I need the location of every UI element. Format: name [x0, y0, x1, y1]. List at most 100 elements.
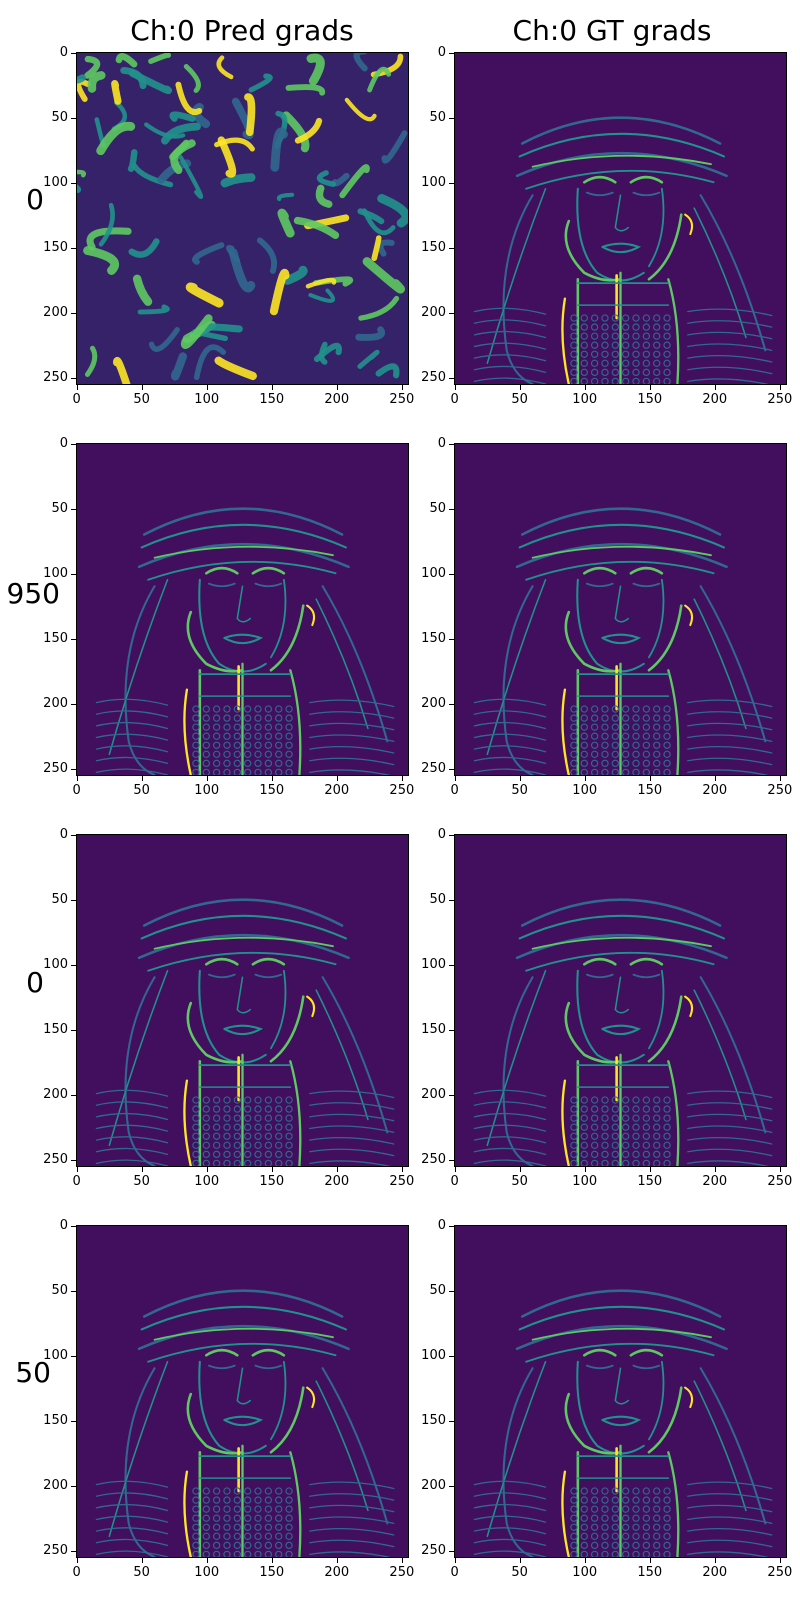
y-tick-label: 250: [43, 369, 68, 385]
y-tick-mark: [449, 899, 454, 901]
y-tick-mark: [71, 312, 76, 314]
x-tick-label: 150: [259, 1174, 285, 1189]
y-tick-label: 50: [51, 109, 68, 125]
x-tick-label: 100: [572, 1174, 598, 1189]
y-tick-label: 150: [43, 630, 68, 646]
gt-grad-panel: [454, 1225, 787, 1558]
pred-grad-panel: [76, 834, 409, 1167]
x-tick-label: 50: [133, 1174, 150, 1189]
x-tick-label: 100: [194, 783, 220, 798]
x-tick-label: 0: [450, 783, 459, 798]
portrait-edge-image: [455, 835, 786, 1166]
y-tick-mark: [71, 1094, 76, 1096]
x-tick-label: 50: [511, 392, 528, 407]
x-tick-label: 0: [450, 1174, 459, 1189]
y-tick-mark: [449, 1225, 454, 1227]
row-label: 0: [26, 966, 44, 999]
x-tick-mark: [271, 1558, 273, 1563]
x-tick-label: 150: [637, 1174, 663, 1189]
x-tick-label: 50: [133, 783, 150, 798]
gt-grad-panel: [454, 834, 787, 1167]
y-tick-mark: [449, 638, 454, 640]
x-tick-label: 50: [133, 392, 150, 407]
y-tick-label: 100: [421, 174, 446, 190]
y-tick-label: 150: [421, 1412, 446, 1428]
column-title-pred: Ch:0 Pred grads: [130, 14, 354, 47]
x-tick-label: 100: [194, 392, 220, 407]
y-tick-mark: [71, 443, 76, 445]
x-tick-label: 0: [450, 1565, 459, 1580]
x-tick-mark: [584, 1558, 586, 1563]
x-tick-label: 100: [572, 783, 598, 798]
x-tick-mark: [714, 385, 716, 390]
x-tick-label: 150: [259, 783, 285, 798]
row-label: 50: [15, 1356, 51, 1389]
y-tick-mark: [449, 247, 454, 249]
y-tick-mark: [449, 573, 454, 575]
y-tick-label: 250: [421, 369, 446, 385]
y-tick-mark: [71, 834, 76, 836]
x-tick-label: 100: [572, 1565, 598, 1580]
y-tick-label: 0: [437, 435, 446, 451]
x-tick-mark: [454, 1167, 456, 1172]
y-tick-label: 150: [43, 239, 68, 255]
y-tick-mark: [71, 1355, 76, 1357]
x-tick-mark: [271, 776, 273, 781]
noise-gradient-image: [77, 53, 408, 384]
portrait-edge-image: [455, 444, 786, 775]
gt-grad-panel: [454, 52, 787, 385]
y-tick-label: 200: [43, 1477, 68, 1493]
gt-grad-panel: [454, 443, 787, 776]
pred-grad-panel: [76, 52, 409, 385]
y-tick-mark: [449, 1159, 454, 1161]
y-tick-mark: [71, 1290, 76, 1292]
y-tick-mark: [449, 834, 454, 836]
y-tick-mark: [71, 377, 76, 379]
x-tick-label: 100: [194, 1565, 220, 1580]
y-tick-label: 0: [437, 826, 446, 842]
y-tick-label: 50: [51, 1282, 68, 1298]
x-tick-mark: [519, 776, 521, 781]
y-tick-label: 100: [43, 565, 68, 581]
x-tick-label: 0: [72, 1174, 81, 1189]
y-tick-label: 250: [421, 1151, 446, 1167]
y-tick-label: 250: [43, 1542, 68, 1558]
y-tick-label: 50: [429, 500, 446, 516]
x-tick-label: 200: [702, 1174, 728, 1189]
x-tick-label: 200: [324, 1174, 350, 1189]
y-tick-label: 100: [43, 956, 68, 972]
y-tick-mark: [71, 1225, 76, 1227]
y-tick-label: 200: [43, 304, 68, 320]
y-tick-mark: [449, 52, 454, 54]
x-tick-mark: [76, 776, 78, 781]
y-tick-label: 0: [59, 435, 68, 451]
y-tick-label: 150: [421, 630, 446, 646]
x-tick-mark: [649, 1167, 651, 1172]
y-tick-mark: [71, 899, 76, 901]
x-tick-mark: [779, 385, 781, 390]
y-tick-mark: [449, 1355, 454, 1357]
x-tick-mark: [401, 1167, 403, 1172]
row-label: 0: [26, 183, 44, 216]
x-tick-label: 50: [511, 783, 528, 798]
x-tick-label: 250: [389, 783, 415, 798]
y-tick-label: 200: [421, 1477, 446, 1493]
x-tick-mark: [271, 1167, 273, 1172]
x-tick-label: 150: [637, 783, 663, 798]
x-tick-mark: [76, 1167, 78, 1172]
y-tick-mark: [449, 182, 454, 184]
x-tick-mark: [336, 1167, 338, 1172]
portrait-edge-image: [77, 1226, 408, 1557]
x-tick-label: 150: [259, 392, 285, 407]
y-tick-label: 0: [59, 1217, 68, 1233]
y-tick-label: 250: [43, 1151, 68, 1167]
x-tick-label: 150: [637, 1565, 663, 1580]
y-tick-mark: [449, 1290, 454, 1292]
y-tick-label: 50: [429, 109, 446, 125]
y-tick-mark: [71, 1485, 76, 1487]
x-tick-mark: [141, 1558, 143, 1563]
y-tick-mark: [449, 964, 454, 966]
y-tick-label: 150: [421, 239, 446, 255]
x-tick-mark: [206, 1558, 208, 1563]
y-tick-mark: [71, 247, 76, 249]
